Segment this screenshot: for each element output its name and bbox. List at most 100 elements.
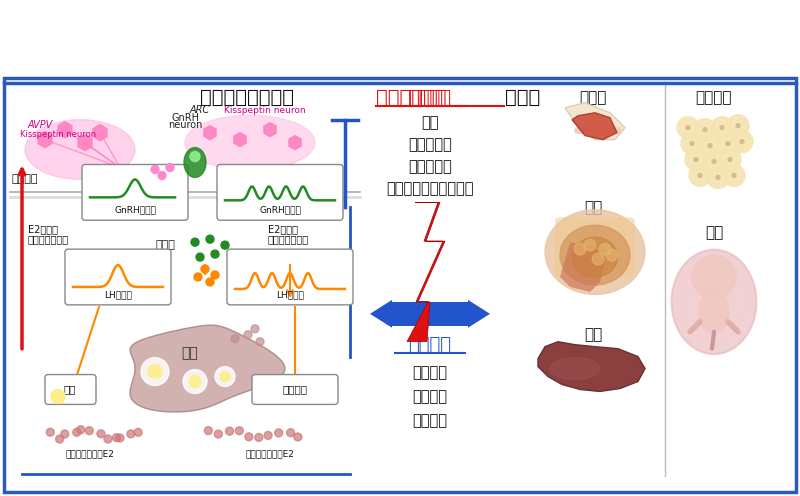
- Circle shape: [244, 331, 252, 339]
- Circle shape: [127, 430, 135, 438]
- Text: 卵胞発育: 卵胞発育: [282, 384, 307, 394]
- FancyBboxPatch shape: [252, 374, 338, 404]
- Text: 生理的サイクルの乱れ: 生理的サイクルの乱れ: [386, 181, 474, 196]
- Text: の解明: の解明: [505, 88, 540, 107]
- Circle shape: [46, 428, 54, 436]
- Ellipse shape: [25, 120, 135, 180]
- Text: 視床下部: 視床下部: [12, 175, 38, 185]
- Ellipse shape: [671, 249, 757, 354]
- Circle shape: [606, 249, 618, 261]
- Circle shape: [77, 426, 85, 434]
- Circle shape: [264, 432, 272, 439]
- Circle shape: [226, 427, 234, 435]
- Circle shape: [211, 250, 219, 258]
- Circle shape: [158, 172, 166, 180]
- Circle shape: [211, 271, 219, 279]
- Circle shape: [218, 237, 242, 261]
- Circle shape: [717, 132, 739, 155]
- Text: 恒常性撹乱による: 恒常性撹乱による: [200, 88, 294, 107]
- Circle shape: [711, 117, 733, 138]
- Polygon shape: [130, 325, 285, 412]
- Text: GnRHパルス: GnRHパルス: [259, 205, 301, 214]
- Circle shape: [698, 174, 702, 178]
- Text: 代謝物質: 代謝物質: [413, 413, 447, 428]
- Text: 一定濃度以上のE2: 一定濃度以上のE2: [66, 450, 114, 459]
- Polygon shape: [565, 103, 625, 139]
- FancyBboxPatch shape: [217, 165, 343, 220]
- FancyBboxPatch shape: [555, 217, 635, 277]
- Circle shape: [685, 149, 707, 171]
- Circle shape: [699, 134, 721, 157]
- FancyBboxPatch shape: [390, 302, 470, 326]
- Circle shape: [204, 427, 212, 434]
- Circle shape: [86, 427, 94, 434]
- Text: 排卵: 排卵: [64, 384, 76, 394]
- Text: ホルモン: ホルモン: [413, 389, 447, 404]
- Polygon shape: [468, 300, 490, 328]
- Text: 生活習慣病: 生活習慣病: [408, 159, 452, 174]
- Text: AVPV: AVPV: [28, 120, 54, 129]
- FancyBboxPatch shape: [45, 374, 96, 404]
- Text: neuron: neuron: [168, 120, 202, 129]
- Circle shape: [148, 365, 162, 378]
- Text: Kisspeptin neuron: Kisspeptin neuron: [224, 106, 306, 115]
- Circle shape: [592, 253, 604, 265]
- Polygon shape: [407, 202, 445, 342]
- Circle shape: [201, 265, 209, 273]
- Circle shape: [221, 241, 229, 249]
- Circle shape: [274, 429, 282, 437]
- Circle shape: [584, 239, 596, 251]
- FancyBboxPatch shape: [82, 165, 188, 220]
- Text: 肥満・やせ: 肥満・やせ: [408, 137, 452, 152]
- Text: E2の正の: E2の正の: [28, 224, 58, 234]
- Circle shape: [166, 164, 174, 172]
- Ellipse shape: [545, 210, 645, 295]
- Circle shape: [73, 429, 81, 436]
- Circle shape: [194, 273, 202, 281]
- Circle shape: [731, 130, 753, 153]
- Text: 下垂体: 下垂体: [155, 240, 175, 250]
- Circle shape: [235, 427, 243, 434]
- Circle shape: [692, 255, 736, 299]
- Text: 乳腺: 乳腺: [584, 200, 602, 215]
- Text: LHサージ: LHサージ: [104, 290, 132, 299]
- Circle shape: [703, 127, 707, 131]
- Circle shape: [719, 149, 741, 171]
- Circle shape: [196, 243, 224, 271]
- Circle shape: [677, 117, 699, 138]
- Circle shape: [215, 367, 235, 386]
- Circle shape: [210, 252, 230, 272]
- Circle shape: [206, 278, 214, 286]
- Circle shape: [294, 433, 302, 441]
- Text: 卵巣: 卵巣: [182, 347, 198, 361]
- Circle shape: [61, 430, 69, 438]
- Polygon shape: [538, 342, 645, 391]
- Ellipse shape: [573, 237, 618, 277]
- Circle shape: [251, 325, 259, 333]
- Circle shape: [690, 141, 694, 146]
- Text: 脂肪細胞: 脂肪細胞: [696, 90, 732, 105]
- Circle shape: [712, 160, 716, 164]
- Circle shape: [707, 167, 729, 188]
- Circle shape: [732, 174, 736, 178]
- Circle shape: [104, 435, 112, 443]
- Text: 神経伝達: 神経伝達: [413, 365, 447, 380]
- Circle shape: [686, 125, 690, 129]
- Ellipse shape: [560, 225, 630, 285]
- Text: 相互作用: 相互作用: [409, 336, 451, 354]
- Circle shape: [190, 152, 200, 162]
- Circle shape: [231, 335, 239, 343]
- Text: GnRHサージ: GnRHサージ: [114, 205, 156, 214]
- Circle shape: [151, 166, 159, 174]
- Text: フィードバック: フィードバック: [28, 234, 69, 244]
- Circle shape: [206, 235, 214, 243]
- Text: 肝臓: 肝臓: [584, 327, 602, 342]
- Circle shape: [720, 125, 724, 129]
- Circle shape: [716, 176, 720, 180]
- Circle shape: [191, 238, 199, 246]
- Circle shape: [189, 375, 201, 387]
- Text: GnRH: GnRH: [171, 113, 199, 123]
- Circle shape: [736, 124, 740, 127]
- Circle shape: [245, 433, 253, 441]
- Circle shape: [51, 389, 65, 403]
